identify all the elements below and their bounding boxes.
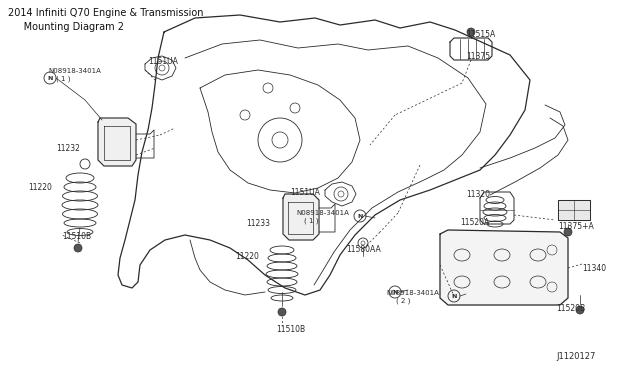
Text: 11220: 11220	[235, 252, 259, 261]
Text: 2014 Infiniti Q70 Engine & Transmission
     Mounting Diagram 2: 2014 Infiniti Q70 Engine & Transmission …	[8, 8, 204, 32]
Text: N: N	[47, 76, 52, 80]
Polygon shape	[98, 118, 136, 166]
Text: ( 2 ): ( 2 )	[396, 298, 410, 305]
Text: 1151UA: 1151UA	[148, 57, 178, 66]
Text: 11340: 11340	[582, 264, 606, 273]
Text: 11510B: 11510B	[62, 232, 91, 241]
Text: N08918-3401A: N08918-3401A	[296, 210, 349, 216]
Text: N: N	[392, 289, 397, 295]
Text: 11375+A: 11375+A	[558, 222, 594, 231]
Text: 11320: 11320	[466, 190, 490, 199]
Text: N08918-3401A: N08918-3401A	[48, 68, 101, 74]
Text: 11375: 11375	[466, 52, 490, 61]
Text: 11580AA: 11580AA	[346, 245, 381, 254]
Text: 11232: 11232	[56, 144, 80, 153]
Polygon shape	[440, 230, 568, 305]
Text: 11510B: 11510B	[276, 325, 305, 334]
Text: 11520A: 11520A	[460, 218, 489, 227]
Text: N: N	[357, 214, 363, 218]
Text: N: N	[451, 294, 457, 298]
Text: 11220: 11220	[28, 183, 52, 192]
Text: ( 1 ): ( 1 )	[304, 218, 319, 224]
Circle shape	[467, 28, 475, 36]
Polygon shape	[558, 200, 590, 220]
Text: 11233: 11233	[246, 219, 270, 228]
Polygon shape	[283, 194, 319, 240]
Circle shape	[564, 228, 572, 236]
Circle shape	[74, 244, 82, 252]
Circle shape	[576, 306, 584, 314]
Text: 11520B: 11520B	[556, 304, 585, 313]
Text: 11515A: 11515A	[466, 30, 495, 39]
Text: N08918-3401A: N08918-3401A	[386, 290, 439, 296]
Circle shape	[278, 308, 286, 316]
Text: J1120127: J1120127	[556, 352, 595, 361]
Text: 1151UA: 1151UA	[290, 188, 320, 197]
Text: ( 1 ): ( 1 )	[56, 76, 70, 83]
